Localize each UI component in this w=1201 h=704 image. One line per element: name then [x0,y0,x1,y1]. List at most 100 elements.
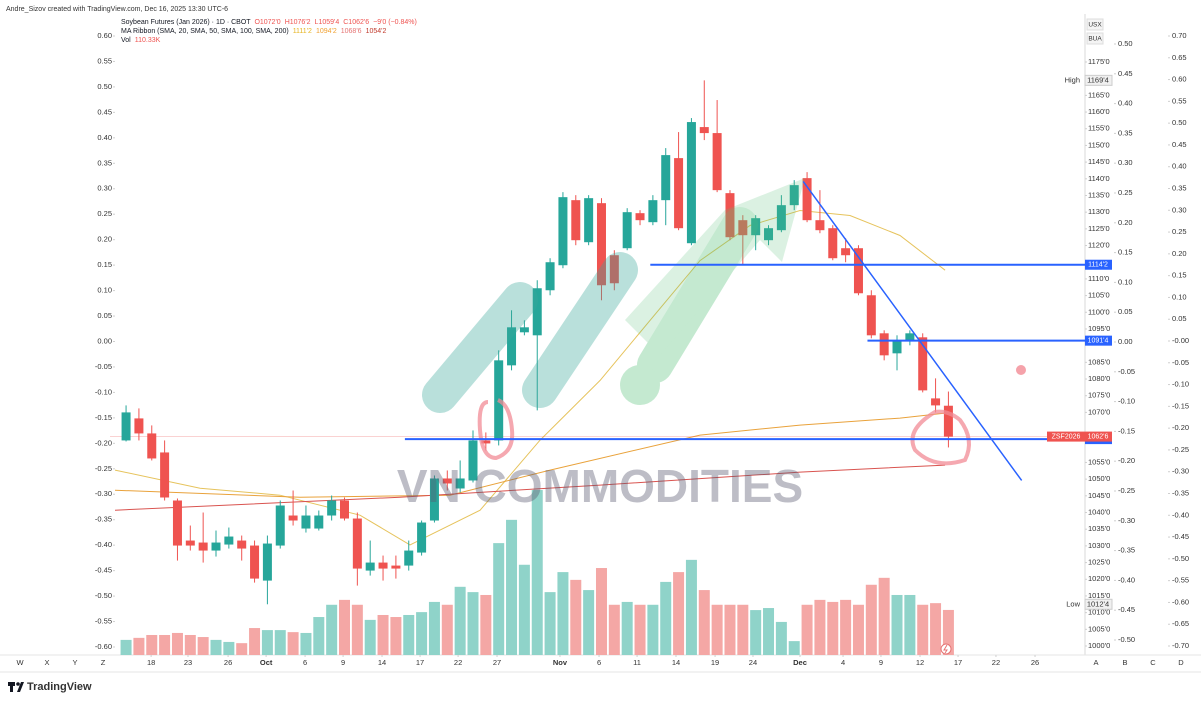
volume-bar [506,519,518,655]
volume-bar [634,604,646,655]
y-tick-label: -0.25 [1172,445,1189,454]
x-tick-label: 23 [184,658,192,667]
candle-body [699,127,709,134]
y-tick-label: 1015'0 [1088,591,1110,600]
y-tick-label: 1035'0 [1088,524,1110,533]
y-tick-label: 1095'0 [1088,324,1110,333]
legend-value: H1076'2 [285,19,311,26]
candle-body [776,205,786,231]
edge-label: W [16,658,24,667]
legend-value: 110.33K [135,37,161,44]
candle-body [250,545,260,579]
annotation-bracket [477,398,515,461]
volume-bar [801,604,813,655]
header: Andre_Sizov created with TradingView.com… [6,6,228,13]
edge-label: B [1122,658,1127,667]
volume-bar [210,639,222,655]
legend-line: MA Ribbon (SMA, 20, SMA, 50, SMA, 100, S… [121,28,386,35]
y-tick-label: 0.15 [97,260,112,269]
candle-body [712,133,722,191]
candle-body [468,440,478,481]
moving-average [114,464,946,511]
candle-body [828,228,838,259]
volume-bar [557,572,569,655]
x-tick-label: 4 [841,658,845,667]
volume-bar [930,603,942,655]
volume-bar [223,641,235,655]
y-tick-label: 0.40 [1172,162,1187,171]
volume-bar [531,490,543,655]
x-tick-label: 22 [992,658,1000,667]
volume-bar [428,601,440,655]
candle-body [339,500,349,519]
edge-label: C [1150,658,1156,667]
y-tick-label: 1130'0 [1088,207,1110,216]
watermark-dot [620,365,660,405]
y-tick-label: 1150'0 [1088,140,1110,149]
y-tick-label: 1005'0 [1088,624,1110,633]
watermark-stroke [422,282,538,413]
y-tick-label: -0.05 [1172,358,1189,367]
volume-bar [711,604,723,655]
y-tick-label: 0.30 [97,184,112,193]
candle-body [609,255,619,284]
y-tick-label: 0.40 [1118,99,1133,108]
extreme-label: 1012'4 [1087,599,1109,608]
y-tick-label: 0.10 [1118,277,1133,286]
volume-bar [249,628,261,655]
y-tick-label: 0.10 [1172,292,1187,301]
y-tick-label: 0.35 [1172,183,1187,192]
x-tick-label: Oct [260,658,273,667]
y-tick-label: 0.30 [1118,158,1133,167]
price-tag-label: 1062'6 [1088,433,1109,440]
x-tick-label: 24 [749,658,757,667]
x-tick-label: 9 [879,658,883,667]
volume-bar [685,559,697,655]
y-tick-label: 0.05 [1118,307,1133,316]
y-tick-label: 0.25 [1172,227,1187,236]
x-tick-label: 19 [711,658,719,667]
y-tick-label: 1055'0 [1088,457,1110,466]
price-tag-label: 1091'4 [1088,337,1109,344]
y-tick-label: 0.20 [97,235,112,244]
candle-body [815,220,825,231]
y-tick-label: 0.55 [1172,96,1187,105]
y-tick-label: 0.00 [97,336,112,345]
volume-bar [788,641,800,655]
y-tick-label: 1080'0 [1088,374,1110,383]
candle-body [262,543,272,581]
volume-bar [724,604,736,655]
y-tick-label: -0.50 [95,591,112,600]
edge-label: Z [101,658,106,667]
candle-body [237,540,247,549]
y-tick-label: -0.40 [1172,510,1189,519]
x-tick-label: 18 [147,658,155,667]
volume-bar [300,632,312,655]
volume-bar [390,617,402,655]
volume-bar [184,634,196,655]
y-tick-label: -0.55 [95,617,112,626]
y-tick-label: 0.60 [1172,75,1187,84]
candle-body [417,522,427,553]
y-tick-label: -0.65 [1172,619,1189,628]
event-icon-bolt [943,644,948,654]
candle-body [661,155,671,201]
candle-body [378,562,388,569]
candle-body [121,412,131,441]
y-tick-label: -0.05 [1118,367,1135,376]
x-tick-label: 12 [916,658,924,667]
y-tick-label: 0.60 [97,31,112,40]
y-tick-label: -0.10 [1172,380,1189,389]
candle-body [352,518,362,569]
legend-value: 1111'2 [293,28,312,35]
candle-body [507,327,517,366]
volume-bar [814,599,826,655]
annotation-dot [1016,365,1026,375]
x-tick-label: 6 [303,658,307,667]
volume-bar [595,568,607,655]
candle-body [841,248,851,256]
legend-value: 1094'2 [316,28,337,35]
x-tick-label: 22 [454,658,462,667]
volume-bar [647,604,659,655]
